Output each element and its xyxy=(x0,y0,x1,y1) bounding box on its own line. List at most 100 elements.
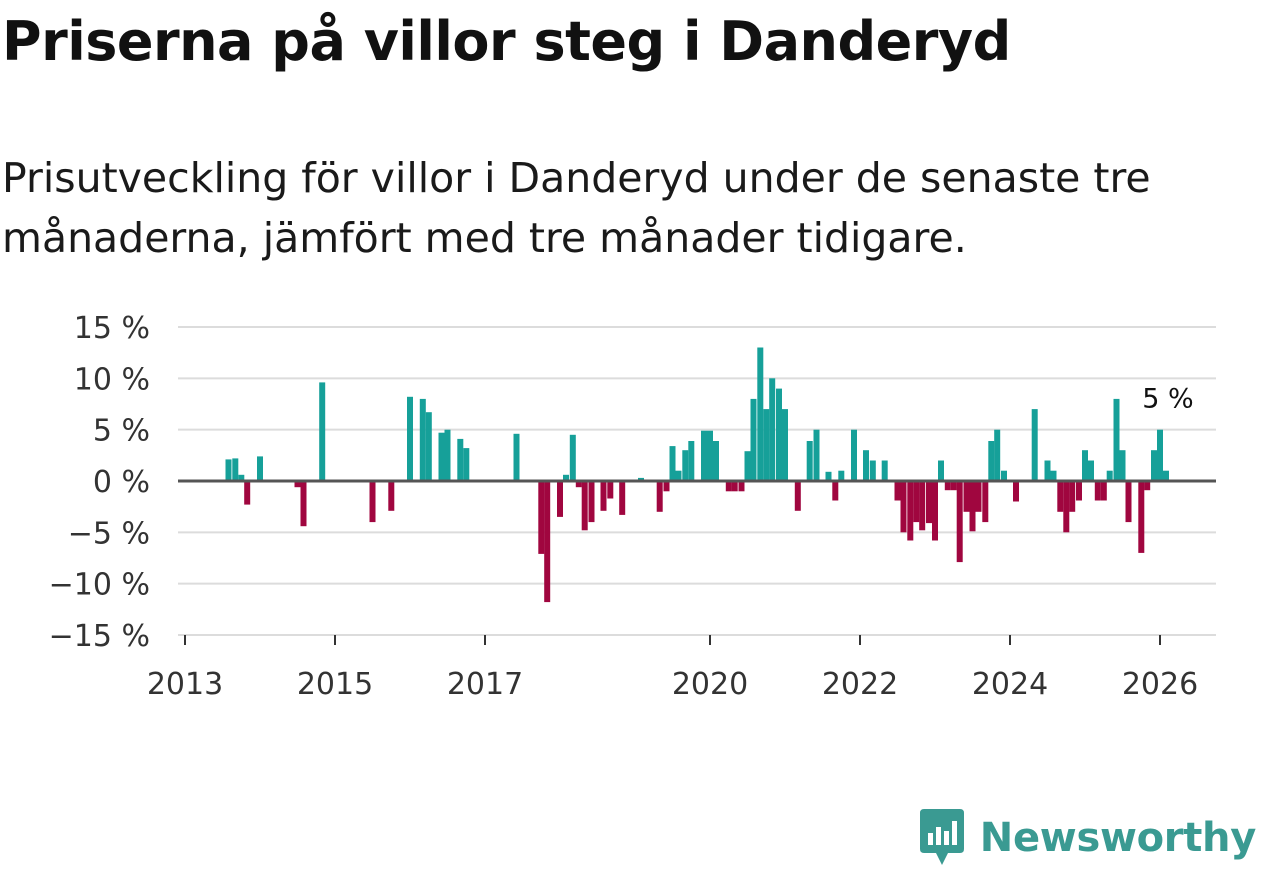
bar xyxy=(913,481,920,523)
bar xyxy=(419,398,426,481)
bar xyxy=(607,481,614,499)
bar xyxy=(1013,481,1019,502)
bar xyxy=(1144,481,1151,491)
bars xyxy=(225,347,1169,603)
bar xyxy=(944,481,951,491)
bar xyxy=(557,481,563,517)
y-tick-label: −5 % xyxy=(68,516,150,551)
bar xyxy=(1094,481,1101,501)
bar xyxy=(701,430,707,481)
bar xyxy=(757,347,764,481)
bar xyxy=(538,481,545,554)
bar xyxy=(926,481,932,524)
bar-chart: 15 %10 %5 %0 %−5 %−10 %−15 % 2013 2015 201… xyxy=(49,311,1216,700)
bar xyxy=(544,481,551,603)
bar xyxy=(1050,470,1057,481)
bar xyxy=(1163,470,1169,481)
bar xyxy=(300,481,307,527)
y-tick-label: 15 % xyxy=(74,311,150,346)
x-tick-label: 2026 xyxy=(1122,667,1198,700)
bar xyxy=(744,451,751,481)
bar xyxy=(575,481,582,488)
bar xyxy=(619,481,626,515)
bar xyxy=(869,460,876,481)
brand-name: Newsworthy xyxy=(979,815,1257,861)
bar xyxy=(1031,409,1038,481)
bar xyxy=(1157,429,1163,481)
bar xyxy=(707,430,713,481)
bar xyxy=(1100,481,1107,501)
bar xyxy=(675,470,682,481)
bar xyxy=(881,460,888,481)
gridlines xyxy=(178,326,1216,636)
bar xyxy=(1044,460,1051,481)
x-tick-label: 2020 xyxy=(672,667,748,700)
bar xyxy=(688,441,695,481)
bar xyxy=(956,481,963,563)
bar xyxy=(425,412,432,481)
bar xyxy=(825,471,832,481)
bar xyxy=(569,434,576,481)
bar xyxy=(238,474,245,481)
bar xyxy=(738,481,745,492)
x-tick-label: 2017 xyxy=(447,667,523,700)
bar xyxy=(1076,481,1082,501)
brand-logo: Newsworthy xyxy=(918,809,1256,867)
bar xyxy=(669,446,676,481)
bar xyxy=(294,481,301,488)
bar xyxy=(1125,481,1132,523)
bar xyxy=(1082,450,1088,481)
bar xyxy=(963,481,970,512)
x-tick-label: 2015 xyxy=(297,667,373,700)
bar xyxy=(1119,450,1126,481)
latest-value-annotation: 5 % xyxy=(1142,384,1193,415)
bar xyxy=(994,429,1001,481)
chart-subtitle: Prisutveckling för villor i Danderyd und… xyxy=(2,154,1151,262)
bar xyxy=(851,429,857,481)
x-tick-label: 2024 xyxy=(972,667,1048,700)
bar xyxy=(682,450,689,481)
bar xyxy=(244,481,251,505)
bar xyxy=(900,481,907,533)
bar xyxy=(982,481,989,523)
newsworthy-logo-icon xyxy=(919,809,964,865)
x-axis-ticks: 2013 2015 2017 2020 2022 2024 2026 xyxy=(147,635,1198,700)
bar xyxy=(438,432,445,481)
bar xyxy=(907,481,914,541)
bar xyxy=(656,481,663,512)
bar xyxy=(581,481,588,531)
bar xyxy=(1106,470,1113,481)
bar xyxy=(1001,470,1007,481)
bar xyxy=(919,481,926,531)
x-tick-label: 2022 xyxy=(822,667,898,700)
bar xyxy=(938,460,944,481)
bar xyxy=(988,441,995,481)
bar xyxy=(463,448,470,481)
chart-title: Priserna på villor steg i Danderyd xyxy=(2,10,1011,73)
bar xyxy=(806,441,813,481)
y-tick-label: −15 % xyxy=(49,619,150,654)
bar xyxy=(713,441,719,481)
bar xyxy=(832,481,839,501)
bar xyxy=(319,382,326,481)
bar xyxy=(932,481,938,541)
bar xyxy=(563,474,569,481)
x-tick-label: 2013 xyxy=(147,667,223,700)
bar xyxy=(1151,450,1157,481)
bar xyxy=(838,470,845,481)
bar xyxy=(769,378,776,481)
bar xyxy=(794,481,801,511)
bar xyxy=(975,481,982,512)
bar xyxy=(457,438,464,481)
bar xyxy=(950,481,957,491)
bar xyxy=(1069,481,1076,512)
bar xyxy=(588,481,595,523)
y-tick-label: 5 % xyxy=(93,414,150,449)
bar xyxy=(600,481,607,511)
bar xyxy=(638,477,644,481)
bar xyxy=(1113,398,1120,481)
bar xyxy=(776,388,782,481)
bar xyxy=(725,481,732,492)
y-tick-label: −10 % xyxy=(49,568,150,603)
bar xyxy=(663,481,670,492)
